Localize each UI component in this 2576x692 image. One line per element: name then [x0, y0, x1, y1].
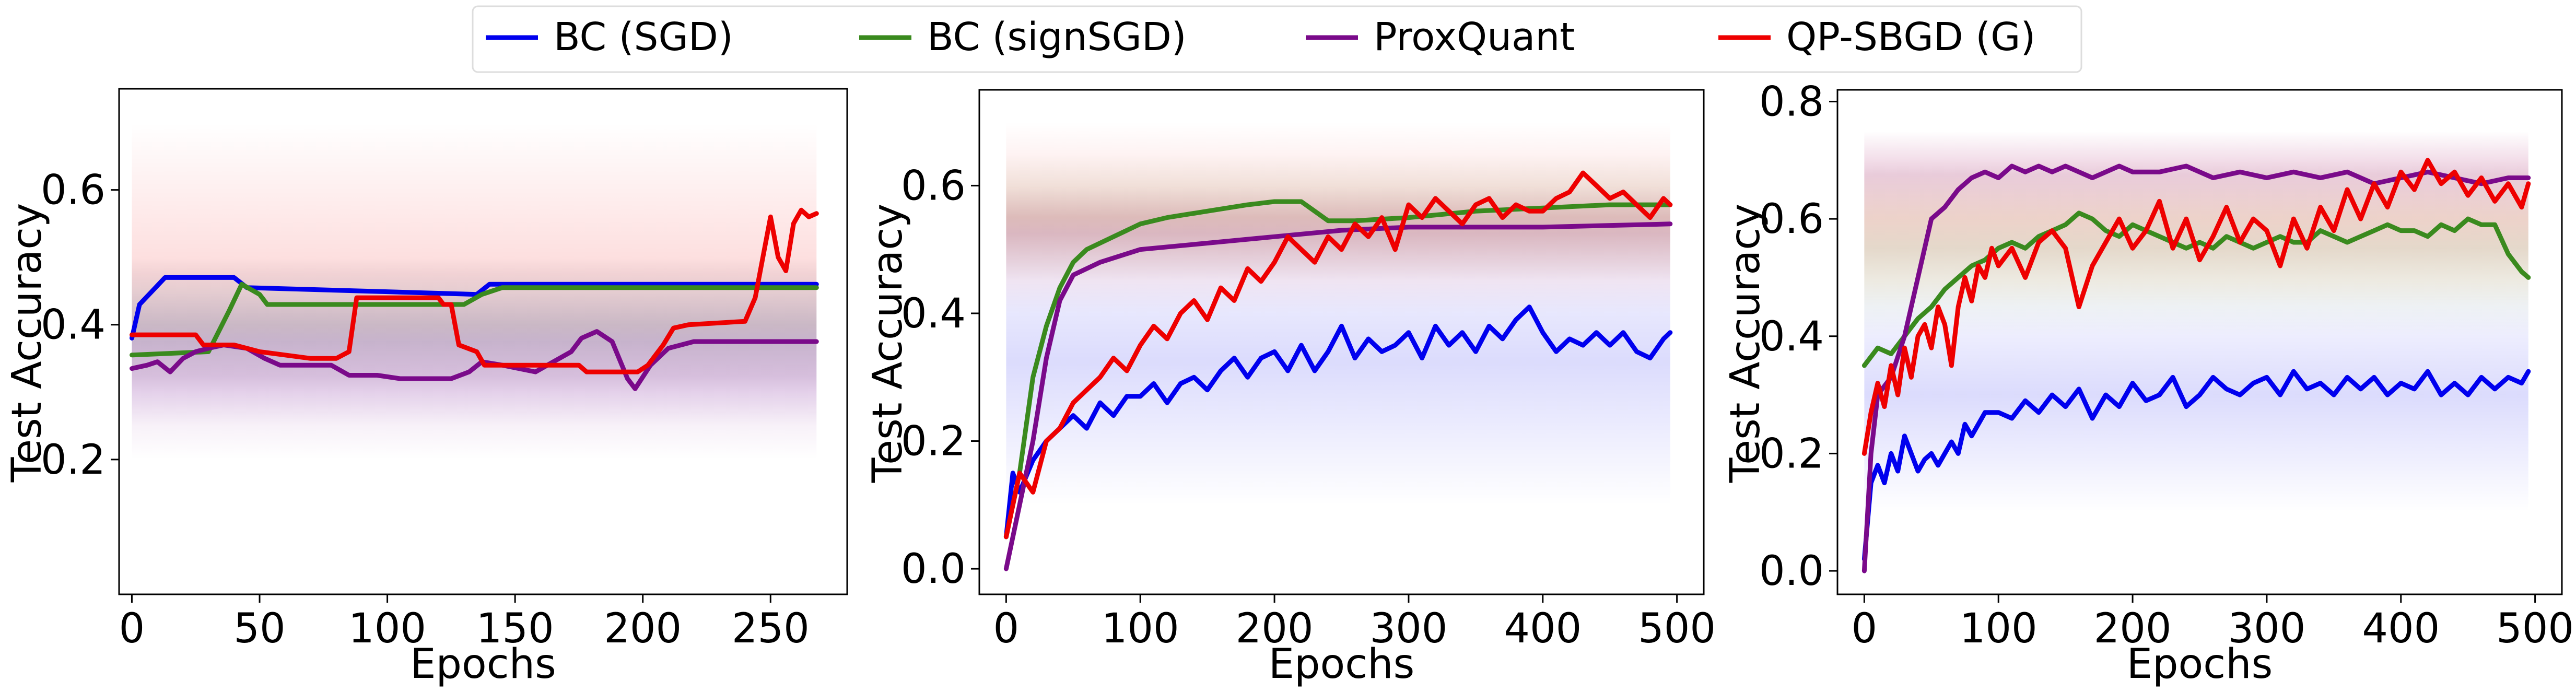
y-tick-label: 0.6 [901, 162, 966, 209]
y-axis-label: Test Accuracy [864, 204, 911, 484]
x-tick-label: 500 [1638, 605, 1716, 652]
series-line-bc-signsgd [130, 282, 819, 358]
axes-frame-1 [118, 88, 848, 595]
series-line-qp-sbgd-g [1003, 170, 1673, 539]
series-line-proxquant [1003, 221, 1673, 571]
series-line-bc-sgd [1861, 369, 2531, 562]
legend-label-bc-signsgd: BC (signSGD) [927, 15, 1187, 60]
series-line-qp-sbgd-g [1861, 158, 2531, 456]
chart-panel-3: 0 100 200 300 400 500 0.0 0.2 0.4 0.6 0.8 Epochs Tes… [1722, 78, 2574, 688]
y-tick-label: 0.2 [1759, 430, 1824, 477]
plot-area-1 [130, 122, 819, 460]
x-tick-label: 200 [604, 605, 682, 652]
legend-label-qp-sbgd-g: QP-SBGD (G) [1786, 15, 2035, 60]
x-tick-label: 50 [233, 605, 285, 652]
x-tick-label: 0 [993, 605, 1020, 652]
y-tick-label: 0.2 [41, 437, 106, 484]
y-tick-label: 0.6 [41, 167, 106, 214]
y-axis-label: Test Accuracy [1722, 204, 1769, 484]
x-axis-label: Epochs [1269, 641, 1414, 688]
x-tick-label: 300 [2228, 605, 2305, 652]
y-tick-label: 0.4 [901, 290, 966, 337]
x-axis-label: Epochs [410, 641, 556, 688]
chart-panel-2: 0 100 200 300 400 500 0.0 0.2 0.4 0.6 Epochs Test A… [864, 89, 1716, 688]
x-tick-label: 400 [2362, 605, 2440, 652]
x-axis-label: Epochs [2127, 641, 2273, 688]
x-tick-label: 0 [119, 605, 145, 652]
axes-frame-3 [1836, 89, 2563, 595]
axes-frame-2 [978, 89, 1705, 595]
chart-panel-1: 0 50 100 150 200 250 0.2 0.4 0.6 Epochs Test Accur… [4, 88, 848, 688]
y-tick-label: 0.0 [1759, 548, 1824, 595]
y-tick-label: 0.2 [901, 418, 966, 465]
band-qp-sbgd-g [1006, 122, 1670, 313]
y-tick-label: 0.4 [41, 302, 106, 349]
x-tick-label: 100 [1960, 605, 2038, 652]
series-line-proxquant [130, 329, 819, 391]
plot-area-3 [1861, 131, 2531, 573]
y-tick-label: 0.0 [901, 546, 966, 593]
x-tick-label: 100 [348, 605, 426, 652]
x-tick-label: 250 [732, 605, 810, 652]
y-axis-label: Test Accuracy [4, 203, 51, 483]
x-tick-label: 500 [2496, 605, 2574, 652]
legend: BC (SGD) BC (signSGD) ProxQuant QP-SBGD (G) [472, 5, 2082, 73]
y-tick-label: 0.4 [1759, 313, 1824, 360]
x-tick-label: 150 [476, 605, 554, 652]
series-line-qp-sbgd-g [130, 207, 819, 374]
x-tick-label: 300 [1369, 605, 1447, 652]
band-qp-sbgd-g [132, 122, 817, 426]
series-line-bc-signsgd [1861, 210, 2531, 368]
x-tick-label: 100 [1102, 605, 1179, 652]
x-tick-label: 0 [1852, 605, 1878, 652]
y-tick-label: 0.8 [1759, 78, 1824, 125]
x-tick-label: 200 [1236, 605, 1314, 652]
legend-frame [472, 5, 2082, 73]
series-line-bc-sgd [1003, 304, 1673, 539]
y-tick-label: 0.6 [1759, 196, 1824, 243]
x-tick-label: 200 [2094, 605, 2172, 652]
legend-label-bc-sgd: BC (SGD) [554, 15, 733, 60]
x-tick-label: 400 [1504, 605, 1582, 652]
series-line-bc-signsgd [1003, 199, 1673, 539]
plot-area-2 [1003, 122, 1673, 571]
legend-label-proxquant: ProxQuant [1374, 15, 1575, 60]
